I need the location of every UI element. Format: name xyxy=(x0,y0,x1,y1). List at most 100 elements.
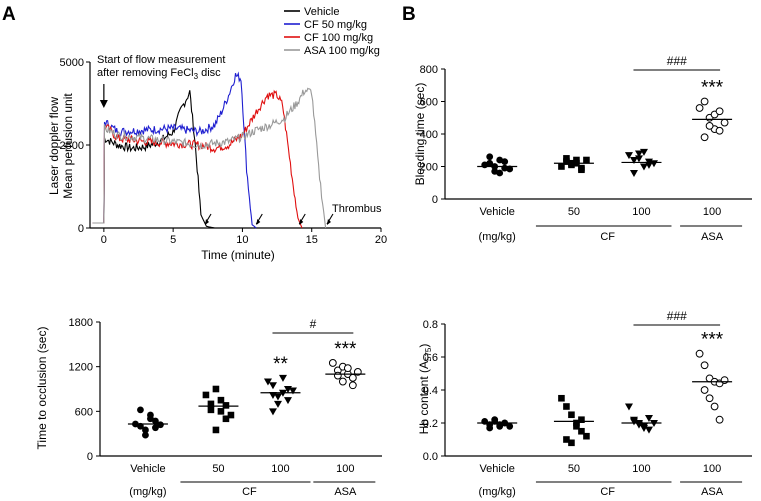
bleeding-point xyxy=(700,97,709,106)
bleeding-unit-label: (mg/kg) xyxy=(479,231,516,243)
hb-unit-label: (mg/kg) xyxy=(479,486,516,498)
bleeding-ylabel: Bleeding time (sec) xyxy=(413,83,427,186)
flow-y-tick-label: 5000 xyxy=(60,57,84,69)
bleeding-point xyxy=(583,156,590,164)
panel-label-a: A xyxy=(2,4,16,25)
bleeding-y-tick-label: 200 xyxy=(420,162,438,174)
hb-ylabel: Hb content (A575) xyxy=(417,344,433,435)
flow-y-tick-label: 2500 xyxy=(60,140,84,152)
bleeding-y-tick-label: 0 xyxy=(432,194,438,206)
flow-occlusion-arrowhead xyxy=(256,219,261,225)
occlusion-point xyxy=(338,377,347,386)
flow-x-tick-label: 10 xyxy=(236,234,248,246)
occlusion-point xyxy=(222,415,230,423)
bleeding-point xyxy=(639,163,648,171)
bleeding-bracket-label: ### xyxy=(667,54,687,68)
flow-chart: Laser doppler flow Mean perfusion unit T… xyxy=(47,6,387,262)
bleeding-significance: *** xyxy=(701,78,724,99)
hb-point xyxy=(563,436,570,443)
hb-point xyxy=(563,403,570,410)
flow-thrombus-label: Thrombus xyxy=(332,203,382,215)
hb-point xyxy=(506,422,514,430)
occlusion-point xyxy=(268,391,277,399)
occlusion-point xyxy=(283,397,292,405)
flow-annotation-line1: Start of flow measurement xyxy=(97,54,225,66)
occlusion-point xyxy=(207,406,215,414)
bleeding-chart: Bleeding time (sec) 0 200 400 600 800 Vehicle… xyxy=(413,54,752,243)
hb-significance: *** xyxy=(701,330,724,351)
occlusion-point xyxy=(142,431,149,439)
bleeding-category-label: 100 xyxy=(703,206,721,218)
hb-y-tick-label: 0.8 xyxy=(423,319,438,331)
occlusion-point xyxy=(288,387,297,395)
bleeding-point xyxy=(578,166,585,174)
hb-category-label: 50 xyxy=(568,463,580,475)
hb-point xyxy=(568,439,575,447)
occlusion-point xyxy=(333,371,342,380)
occlusion-point xyxy=(348,381,357,390)
flow-x-tick-label: 5 xyxy=(170,234,176,246)
hb-chart: Hb content (A575) 0.0 0.2 0.4 0.6 0.8 Vehicle… xyxy=(417,309,752,498)
occlusion-bracket-label: # xyxy=(310,317,317,331)
bleeding-point xyxy=(629,157,638,164)
hb-y-tick-label: 0.2 xyxy=(423,418,438,430)
bleeding-point xyxy=(644,161,653,169)
bleeding-y-tick-label: 600 xyxy=(420,97,438,109)
bleeding-point xyxy=(715,107,724,116)
bleeding-point xyxy=(634,150,643,158)
flow-start-arrowhead xyxy=(99,100,108,108)
hb-y-tick-label: 0.6 xyxy=(423,352,438,364)
hb-point xyxy=(639,424,648,432)
bleeding-y-tick-label: 400 xyxy=(420,129,438,141)
hb-point xyxy=(644,426,653,434)
hb-point xyxy=(720,376,729,385)
hb-group-label-asa: ASA xyxy=(701,486,724,498)
bleeding-point xyxy=(563,158,570,165)
hb-y-tick-label: 0.4 xyxy=(423,385,438,397)
hb-point xyxy=(486,424,494,432)
hb-point xyxy=(644,415,653,423)
flow-legend-label: CF 100 mg/kg xyxy=(304,32,373,44)
flow-xlabel: Time (minute) xyxy=(201,248,275,262)
hb-y-tick-label: 0.0 xyxy=(423,451,438,463)
bleeding-point xyxy=(558,163,565,170)
flow-series-line xyxy=(92,71,257,229)
occlusion-category-label: 100 xyxy=(271,463,289,475)
bleeding-point xyxy=(624,152,633,160)
occlusion-chart: Time to occlusion (sec) 0 600 1200 1800 Vehi… xyxy=(35,317,382,498)
flow-legend-label: Vehicle xyxy=(304,6,339,18)
occlusion-point xyxy=(202,391,210,399)
occlusion-point xyxy=(152,424,159,432)
bleeding-group-label-asa: ASA xyxy=(701,231,724,243)
bleeding-point xyxy=(720,118,729,127)
occlusion-point xyxy=(328,359,337,367)
occlusion-point xyxy=(273,393,282,401)
flow-x-tick-label: 20 xyxy=(375,234,387,246)
bleeding-category-label: Vehicle xyxy=(479,206,514,218)
occlusion-point xyxy=(157,421,164,429)
flow-occlusion-arrowhead xyxy=(299,219,304,225)
occlusion-significance: *** xyxy=(334,339,357,360)
flow-y-tick-label: 0 xyxy=(78,223,84,235)
occlusion-y-tick-label: 1800 xyxy=(69,317,93,329)
hb-point xyxy=(705,394,714,403)
flow-series-line xyxy=(92,89,303,229)
flow-annotation-line2: after removing FeCl3 disc xyxy=(97,67,221,81)
flow-series-line xyxy=(92,90,215,229)
bleeding-point xyxy=(486,153,494,161)
bleeding-point xyxy=(715,126,724,135)
bleeding-point xyxy=(634,155,643,163)
occlusion-category-label: 100 xyxy=(336,463,354,475)
hb-group-label-cf: CF xyxy=(600,486,615,498)
hb-point xyxy=(700,361,709,370)
occlusion-point xyxy=(273,400,282,408)
flow-legend-label: CF 50 mg/kg xyxy=(304,19,367,31)
occlusion-point xyxy=(137,406,144,414)
bleeding-point xyxy=(639,148,648,156)
occlusion-point xyxy=(227,411,235,419)
occlusion-y-tick-label: 1200 xyxy=(69,362,93,374)
flow-occlusion-arrowhead xyxy=(205,219,210,225)
hb-category-label: Vehicle xyxy=(479,463,514,475)
occlusion-group-label-cf: CF xyxy=(242,486,257,498)
occlusion-unit-label: (mg/kg) xyxy=(129,486,166,498)
